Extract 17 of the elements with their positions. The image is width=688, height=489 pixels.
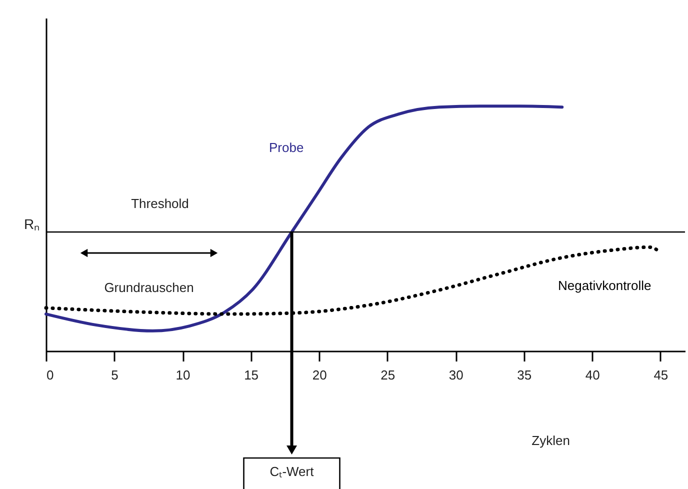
ref-line-label: Threshold bbox=[131, 196, 189, 211]
x-tick-label: 30 bbox=[448, 368, 464, 382]
series-label: Negativkontrolle bbox=[558, 278, 652, 294]
x-tick-label: 20 bbox=[312, 368, 327, 382]
x-tick-label: 0 bbox=[46, 368, 54, 382]
x-axis-title: Zyklen bbox=[532, 433, 570, 448]
x-tick-label: 45 bbox=[654, 368, 668, 382]
x-tick-label: 25 bbox=[380, 368, 396, 382]
y-axis-title: Rₙ bbox=[24, 216, 40, 232]
x-tick-label: 40 bbox=[585, 368, 600, 382]
text: Probe bbox=[268, 140, 304, 156]
x-tick-label: 10 bbox=[176, 368, 190, 382]
x-tick-label: 35 bbox=[517, 368, 532, 382]
annotation: Grundrauschen bbox=[104, 280, 194, 295]
ref-line-label: Cₜ-Wert bbox=[270, 464, 314, 479]
x-tick-label: 5 bbox=[111, 368, 118, 382]
x-tick-label: 15 bbox=[244, 368, 259, 382]
